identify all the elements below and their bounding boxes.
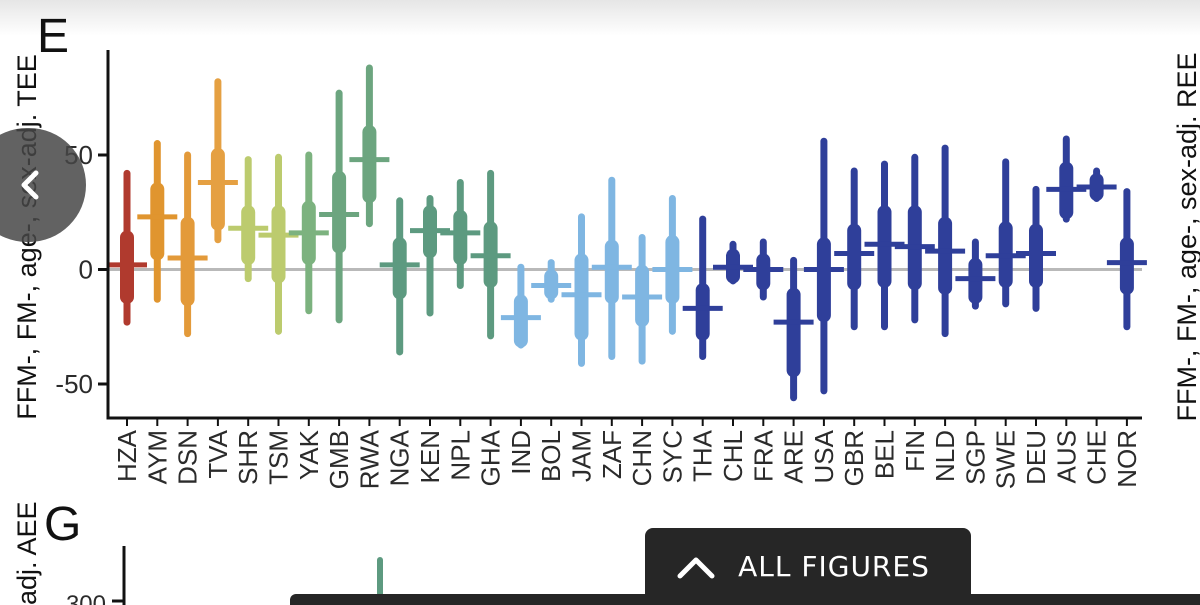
x-axis-ticks: HZA AYM DSN TVA SHR TSM YAK GMB RWA NGA KEN NPL GHA I…: [112, 418, 1142, 489]
x-tick-label-npl: NPL: [445, 430, 475, 481]
chevron-up-icon: [677, 557, 715, 578]
median-marks: [107, 157, 1147, 325]
y-tick-label-0: 0: [79, 255, 93, 285]
x-tick-label-bel: BEL: [870, 430, 900, 479]
x-tick-label-shr: SHR: [233, 430, 263, 485]
panel-e-letter: E: [37, 10, 69, 63]
inner-bars: [120, 125, 1134, 378]
panel-e-right-ylabel: FFM-, FM-, age-, sex-adj. REE: [1172, 52, 1200, 421]
x-tick-label-tsm: TSM: [264, 430, 294, 485]
x-tick-label-syc: SYC: [657, 430, 687, 483]
x-tick-label-nld: NLD: [930, 430, 960, 482]
x-tick-label-chl: CHL: [718, 430, 748, 482]
panel-e-plot: 500-50 HZA AYM DSN TVA SHR TSM YAK GMB RWA NGA KEN…: [55, 50, 1147, 489]
x-tick-label-dsn: DSN: [173, 430, 203, 485]
x-tick-label-gbr: GBR: [839, 430, 869, 486]
x-tick-label-nor: NOR: [1112, 430, 1142, 488]
panel-g-y-tick-label: 300: [66, 591, 106, 605]
x-tick-label-fra: FRA: [748, 429, 778, 482]
x-tick-label-che: CHE: [1082, 430, 1112, 485]
x-tick-label-chn: CHN: [627, 430, 657, 486]
x-tick-label-hza: HZA: [112, 429, 142, 482]
x-tick-label-rwa: RWA: [354, 429, 384, 489]
x-tick-label-ind: IND: [506, 430, 536, 475]
x-tick-label-gha: GHA: [476, 429, 506, 486]
x-tick-label-ken: KEN: [415, 430, 445, 483]
x-tick-label-aus: AUS: [1051, 430, 1081, 483]
x-tick-label-yak: YAK: [294, 429, 324, 480]
x-tick-label-fin: FIN: [900, 430, 930, 472]
x-tick-label-jam: JAM: [567, 430, 597, 482]
x-tick-label-swe: SWE: [991, 430, 1021, 489]
x-tick-label-gmb: GMB: [324, 430, 354, 489]
x-tick-label-bol: BOL: [536, 430, 566, 482]
panel-g-ylabel: adj. AEE: [12, 501, 42, 605]
x-tick-label-sgp: SGP: [960, 430, 990, 485]
x-tick-label-tha: THA: [688, 429, 718, 482]
y-tick-label--50: -50: [55, 369, 93, 399]
x-tick-label-deu: DEU: [1021, 430, 1051, 485]
x-tick-label-tva: TVA: [203, 429, 233, 478]
all-figures-label: ALL FIGURES: [738, 550, 930, 583]
chevron-left-icon: [21, 170, 39, 200]
x-tick-label-nga: NGA: [385, 429, 415, 486]
top-fade: [0, 0, 1200, 36]
x-tick-label-are: ARE: [779, 430, 809, 483]
x-tick-label-usa: USA: [809, 429, 839, 483]
panel-g-letter: G: [44, 498, 81, 551]
x-tick-label-aym: AYM: [142, 430, 172, 484]
x-tick-label-zaf: ZAF: [597, 430, 627, 479]
all-figures-button[interactable]: ALL FIGURES: [645, 528, 971, 605]
